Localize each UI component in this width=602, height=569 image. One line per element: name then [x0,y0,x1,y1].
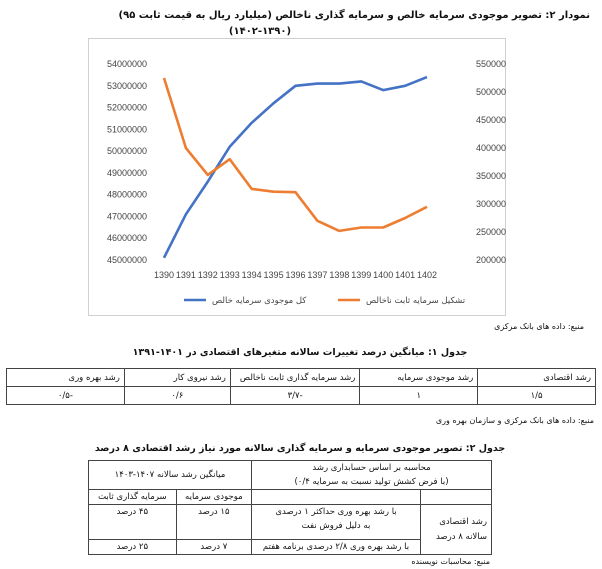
left-axis-tick-label: 47000000 [107,211,147,221]
table2-row: با رشد بهره وری ۲/۸ درصدی برنامه هفتم ۷ … [88,539,492,555]
x-axis-tick-label: 1399 [351,270,371,280]
table1-value-cell: -۳/۷ [229,386,361,405]
table2-subheader-row: موجودی سرمایه سرمایه گذاری ثابت [88,489,492,505]
table2-row1-invest: ۴۵ درصد [88,504,177,540]
table2: محاسبه بر اساس حسابداری رشد (با فرض کشش … [88,460,492,555]
table2-title: جدول ۲: تصویر موجودی سرمایه و سرمایه گذا… [94,443,506,454]
table1-value-cell: ۱/۵ [477,386,596,405]
table1-value-row: ۱/۵ ۱ -۳/۷ ۰/۶ -۰/۵ [6,386,596,405]
figure-title: نمودار ۲: تصویر موجودی سرمایه خالص و سرم… [20,8,590,40]
right-axis-tick-label: 3000000 [476,199,506,209]
x-axis-tick-label: 1396 [285,270,305,280]
left-axis-tick-label: 45000000 [107,255,147,265]
right-axis-tick-label: 4500000 [476,115,506,125]
right-axis-tick-label: 5500000 [476,59,506,69]
table2-row2-stock: ۷ درصد [175,539,253,555]
left-axis-tick-label: 46000000 [107,233,147,243]
left-axis-tick-label: 52000000 [107,103,147,113]
left-axis-tick-label: 53000000 [107,81,147,91]
x-axis-tick-label: 1391 [176,270,196,280]
left-axis-tick-label: 54000000 [107,59,147,69]
x-axis-tick-label: 1392 [198,270,218,280]
table2-col-fixed-investment: سرمایه گذاری ثابت [88,489,177,505]
x-axis-tick-label: 1402 [417,270,437,280]
table1-title: جدول ۱: میانگین درصد تغییرات سالانه متغی… [132,347,468,358]
x-axis-tick-label: 1394 [242,270,262,280]
left-axis-tick-label: 49000000 [107,168,147,178]
x-axis-tick-label: 1401 [395,270,415,280]
table1: رشد اقتصادی رشد موجودی سرمایه رشد سرمایه… [6,368,596,405]
table2-row2-invest: ۲۵ درصد [88,539,177,555]
right-axis-tick-label: 2500000 [476,227,506,237]
legend-label: تشکیل سرمایه ثابت ناخالص [366,296,466,306]
right-axis-tick-label: 3500000 [476,171,506,181]
table2-row: رشد اقتصادی سالانه ۸ درصد با رشد بهره ور… [88,504,492,555]
table2-row-group: رشد اقتصادی سالانه ۸ درصد [420,504,492,555]
series-line-fixed-investment [162,77,428,233]
left-axis-tick-label: 51000000 [107,124,147,134]
table2-header-row: محاسبه بر اساس حسابداری رشد (با فرض کشش … [88,460,492,490]
right-axis-tick-label: 2000000 [476,255,506,265]
left-axis-tick-label: 50000000 [107,146,147,156]
legend-label: کل موجودی سرمایه خالص [212,296,307,306]
figure-title-line1: نمودار ۲: تصویر موجودی سرمایه خالص و سرم… [118,10,590,21]
figure-source: منبع: داده های بانک مرکزی [494,322,584,331]
table2-row1-desc: با رشد بهره وری حداکثر ۱ درصدی به دلیل ف… [251,504,421,540]
right-axis-tick-label: 5000000 [476,87,506,97]
table1-header-cell: رشد نیروی کار [123,368,231,387]
table2-row1-desc-line1: با رشد بهره وری حداکثر ۱ درصدی [275,507,397,517]
x-axis-tick-label: 1395 [264,270,284,280]
line-chart: 54000000 53000000 52000000 51000000 50000000… [88,38,511,316]
table2-avg-header: میانگین رشد سالانه ۱۴۰۷-۱۴۰۳ [88,460,252,490]
figure-title-line2: (۱۴۰۲-۱۳۹۰) [228,26,292,37]
x-axis-tick-label: 1400 [373,270,393,280]
table1-source: منبع: داده های بانک مرکزی و سازمان بهره … [435,416,594,425]
table2-calc-header-line2: (با فرض کشش تولید نسبت به سرمایه ۰/۴) [294,477,449,487]
table2-row1-stock: ۱۵ درصد [175,504,253,540]
table1-header-row: رشد اقتصادی رشد موجودی سرمایه رشد سرمایه… [6,368,596,387]
table1-header-cell: رشد بهره وری [6,368,125,387]
table2-source: منبع: محاسبات نویسنده [411,557,490,566]
x-axis-tick-label: 1390 [154,270,174,280]
x-axis-tick-label: 1397 [307,270,327,280]
table1-value-cell: -۰/۵ [6,386,125,405]
table1-header-cell: رشد اقتصادی [477,368,596,387]
x-axis-tick-label: 1393 [220,270,240,280]
table1-value-cell: ۰/۶ [123,386,231,405]
table2-calc-header: محاسبه بر اساس حسابداری رشد (با فرض کشش … [251,460,492,490]
table2-row1-desc-line2: به دلیل فروش نفت [301,521,371,531]
table2-col-capital-stock: موجودی سرمایه [175,489,253,505]
series-line-capital-stock [162,75,428,259]
table1-header-cell: رشد موجودی سرمایه [359,368,479,387]
table1-header-cell: رشد سرمایه گذاری ثابت ناخالص [229,368,361,387]
chart-area: 54000000 53000000 52000000 51000000 50000000… [88,38,511,316]
table2-row2-desc: با رشد بهره وری ۲/۸ درصدی برنامه هفتم [251,539,421,555]
table2-calc-header-line1: محاسبه بر اساس حسابداری رشد [312,463,431,473]
table1-value-cell: ۱ [359,386,479,405]
x-axis-tick-label: 1398 [329,270,349,280]
right-axis-tick-label: 4000000 [476,143,506,153]
left-axis-tick-label: 48000000 [107,190,147,200]
